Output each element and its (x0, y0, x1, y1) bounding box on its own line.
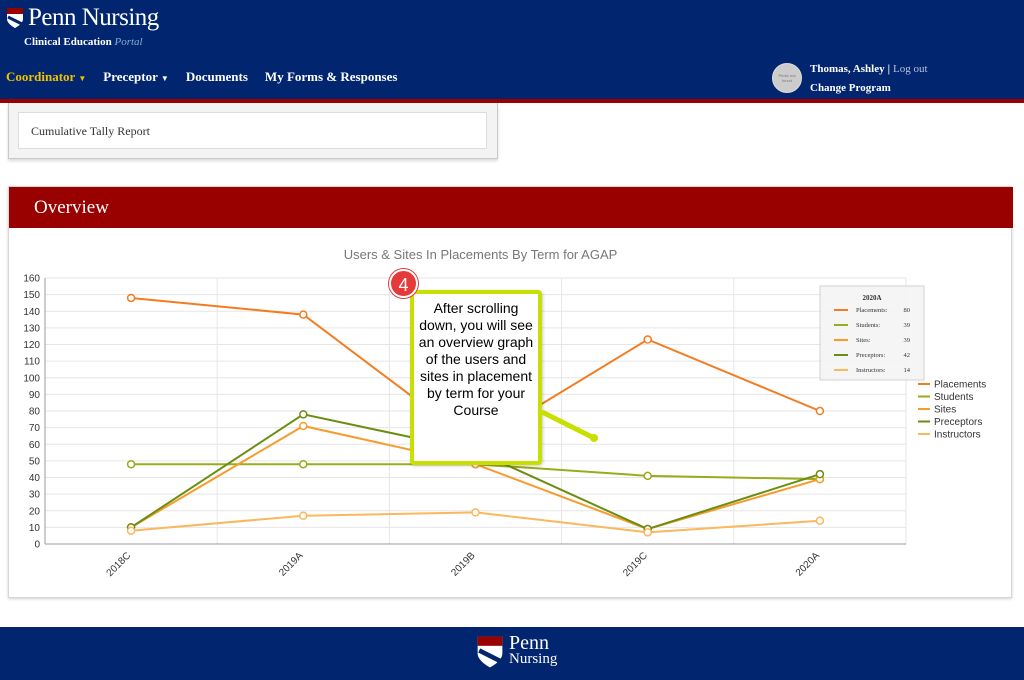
data-point-students (299, 459, 308, 469)
y-tick-label: 100 (23, 373, 40, 384)
data-point-instructors (815, 516, 825, 525)
legend-label: Instructors (934, 430, 981, 441)
data-point-preceptors (815, 469, 825, 479)
x-tick-label: 2019B (449, 550, 477, 578)
tooltip-label: Sites: (856, 337, 871, 344)
nav-coordinator[interactable]: Coordinator ▼ (6, 69, 86, 85)
chart-title: Users & Sites In Placements By Term for … (344, 247, 618, 262)
data-point-instructors (299, 511, 308, 520)
nav-coordinator-label: Coordinator (6, 69, 76, 84)
portal-subtitle: Clinical Education Portal (24, 36, 143, 48)
y-tick-label: 110 (24, 357, 40, 368)
reports-panel: Cumulative Tally Report (8, 103, 498, 159)
y-tick-label: 70 (29, 423, 41, 434)
footer-line2: Nursing (509, 651, 558, 667)
nav-preceptor-label: Preceptor (103, 69, 158, 84)
data-point-preceptors (299, 410, 308, 419)
data-point-students (643, 471, 652, 481)
data-point-placements (643, 335, 652, 344)
y-tick-label: 20 (29, 506, 41, 517)
callout-step-badge: 4 (389, 269, 418, 298)
cumulative-tally-report-link[interactable]: Cumulative Tally Report (31, 124, 150, 138)
avatar[interactable]: Photo not found (772, 63, 802, 93)
legend-label: Placements (934, 380, 986, 391)
chevron-down-icon: ▼ (160, 73, 169, 83)
tooltip-value: 14 (904, 367, 911, 374)
brand-name: Penn Nursing (28, 4, 159, 31)
header-stripe (0, 99, 1024, 103)
y-tick-label: 0 (34, 540, 40, 551)
tooltip-value: 42 (904, 352, 911, 359)
data-point-sites (299, 421, 308, 431)
app-header: Penn Nursing Clinical Education Portal C… (0, 0, 1024, 102)
data-point-instructors (126, 526, 136, 535)
y-tick-label: 50 (29, 456, 41, 467)
user-separator: | (887, 63, 891, 75)
data-point-instructors (471, 508, 480, 517)
placements-line-chart: Users & Sites In Placements By Term for … (23, 247, 986, 579)
x-tick-label: 2020A (794, 550, 822, 578)
legend-label: Sites (934, 405, 956, 416)
footer-line1: Penn (509, 632, 549, 654)
data-point-placements (815, 406, 825, 416)
x-tick-label: 2019C (621, 550, 650, 579)
y-tick-label: 40 (29, 473, 41, 484)
tutorial-callout: After scrolling down, you will see an ov… (410, 290, 542, 465)
app-footer: Penn Nursing (0, 627, 1024, 680)
y-tick-label: 80 (29, 407, 41, 418)
nav-preceptor[interactable]: Preceptor ▼ (103, 69, 169, 85)
tooltip-label: Instructors: (856, 367, 886, 374)
data-point-students (126, 459, 136, 469)
callout-text: After scrolling down, you will see an ov… (418, 300, 534, 418)
overview-header: Overview (9, 187, 1013, 228)
brand-logo[interactable]: Penn Nursing (6, 4, 159, 32)
tooltip-label: Placements: (856, 307, 888, 314)
legend-label: Preceptors (934, 417, 982, 428)
data-point-instructors (643, 528, 652, 537)
overview-title: Overview (34, 197, 109, 218)
y-tick-label: 120 (23, 340, 40, 351)
user-name: Thomas, Ashley (810, 63, 885, 75)
y-tick-label: 60 (29, 440, 41, 451)
y-tick-label: 140 (23, 307, 40, 318)
tooltip-title: 2020A (862, 294, 881, 302)
data-point-placements (126, 293, 136, 303)
x-tick-label: 2018C (105, 550, 134, 579)
logout-link[interactable]: Log out (893, 63, 928, 75)
tooltip-value: 80 (904, 307, 911, 314)
portal-word: Portal (114, 36, 143, 48)
x-tick-label: 2019A (277, 550, 305, 578)
footer-logo: Penn Nursing (475, 632, 558, 669)
y-tick-label: 30 (29, 490, 41, 501)
y-tick-label: 10 (29, 523, 41, 534)
penn-shield-icon (7, 8, 23, 28)
tooltip-label: Students: (856, 322, 880, 329)
nav-documents[interactable]: Documents (185, 69, 248, 84)
tooltip-value: 39 (904, 322, 911, 329)
nav-my-forms[interactable]: My Forms & Responses (264, 69, 398, 84)
change-program-link[interactable]: Change Program (810, 82, 891, 94)
data-point-placements (299, 310, 308, 319)
footer-brand: Penn Nursing (509, 632, 558, 667)
y-tick-label: 130 (23, 323, 40, 334)
main-nav: Coordinator ▼ Preceptor ▼ Documents My For… (6, 69, 414, 85)
tooltip-label: Preceptors: (856, 352, 885, 359)
y-tick-label: 90 (29, 390, 41, 401)
report-list-item[interactable]: Cumulative Tally Report (18, 112, 487, 149)
y-tick-label: 160 (23, 274, 40, 285)
y-tick-label: 150 (23, 290, 40, 301)
user-info: Thomas, Ashley | Log out (810, 63, 928, 75)
chart-tooltip (819, 285, 925, 381)
portal-prefix: Clinical Education (24, 36, 112, 48)
tooltip-value: 39 (904, 337, 911, 344)
legend-label: Students (934, 392, 973, 403)
penn-shield-icon (477, 636, 503, 668)
chevron-down-icon: ▼ (78, 73, 87, 83)
